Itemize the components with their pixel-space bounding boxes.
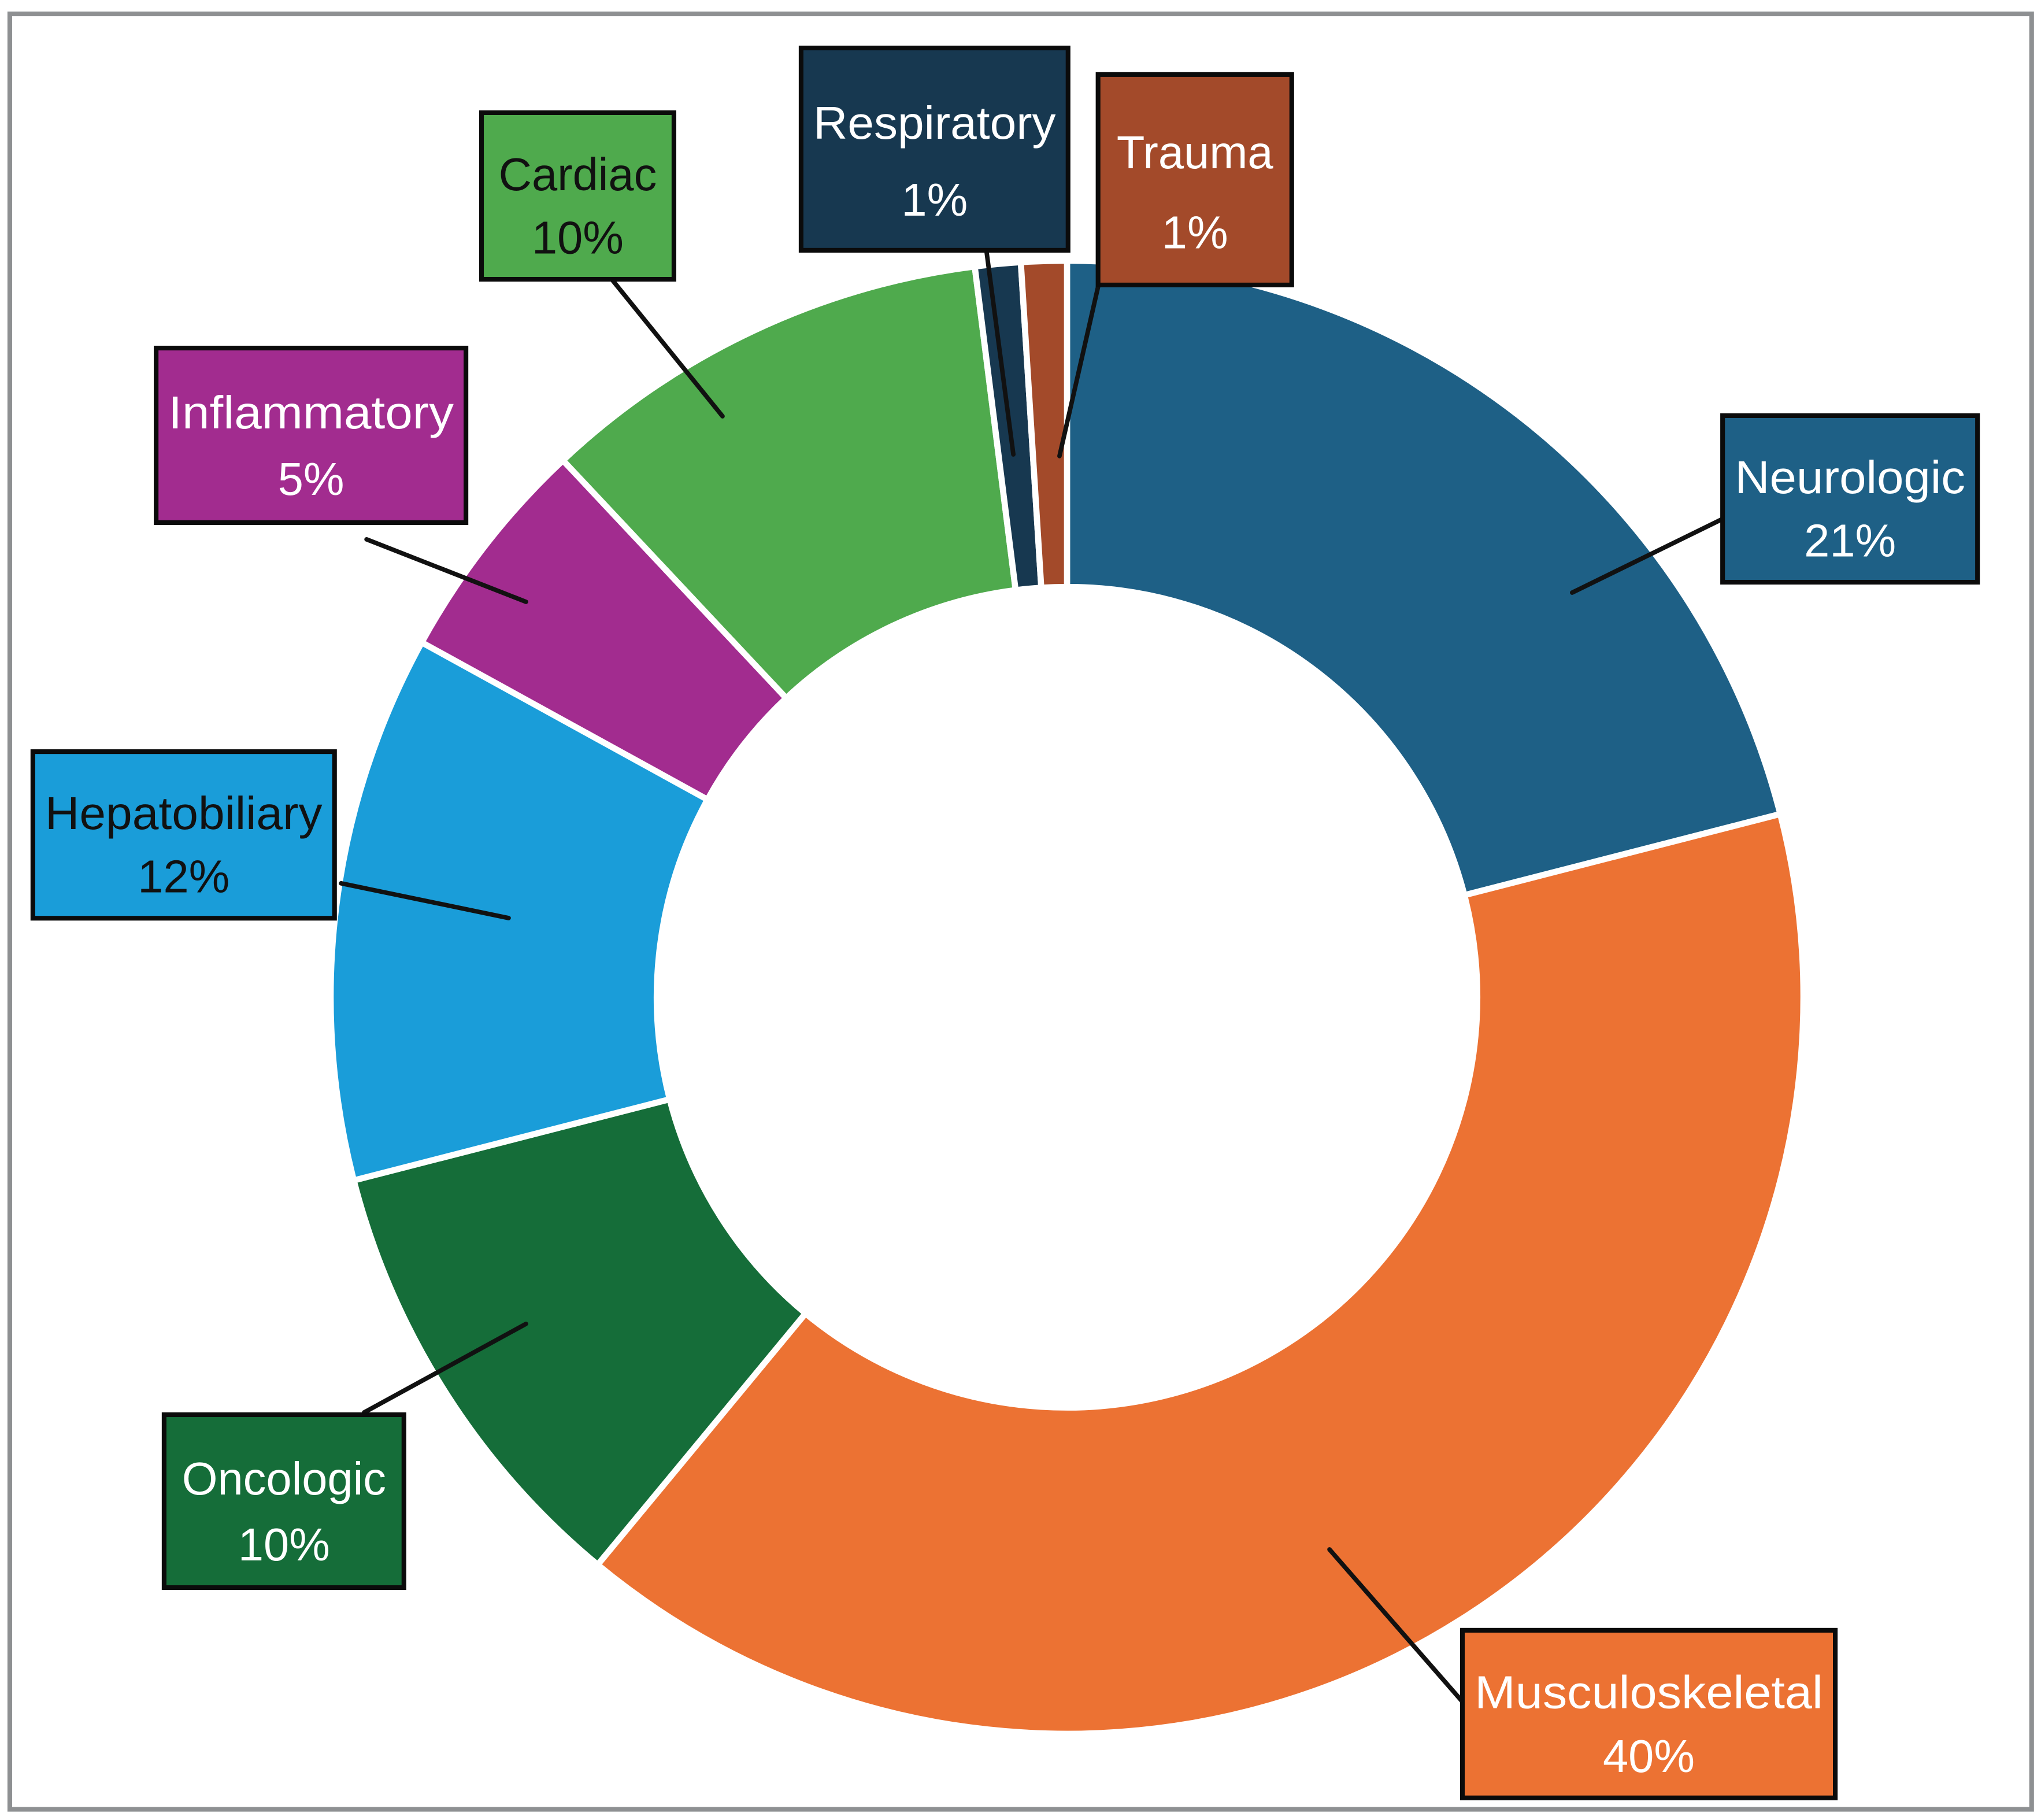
- callout-line-musculoskeletal: [1327, 1547, 1468, 1708]
- category-label-oncologic: Oncologic 10%: [161, 1412, 406, 1590]
- label-box: [154, 345, 469, 525]
- label-box: [1460, 1627, 1838, 1800]
- label-percent: 10%: [238, 1519, 330, 1570]
- category-label-neurologic: Neurologic 21%: [1720, 413, 1980, 585]
- slice-hepatobiliary: [327, 639, 711, 1184]
- label-box: [1095, 72, 1294, 287]
- callout-line-hepatobiliary: [339, 881, 511, 920]
- slice-oncologic: [350, 1096, 809, 1568]
- label-name: Neurologic: [1735, 452, 1965, 503]
- label-percent: 12%: [138, 851, 229, 902]
- callout-line-neurologic: [1570, 515, 1728, 595]
- label-name: Hepatobiliary: [45, 787, 323, 839]
- category-label-trauma: Trauma 1%: [1095, 72, 1294, 287]
- slice-trauma: [1017, 257, 1070, 591]
- category-label-respiratory: Respiratory 1%: [798, 45, 1070, 253]
- slice-musculoskeletal: [594, 811, 1807, 1737]
- label-percent: 1%: [901, 174, 968, 225]
- label-name: Cardiac: [499, 149, 657, 200]
- label-name: Inflammatory: [168, 387, 454, 438]
- label-name: Trauma: [1117, 127, 1274, 178]
- callout-lines: [339, 250, 1728, 1708]
- category-label-hepatobiliary: Hepatobiliary 12%: [30, 749, 337, 921]
- label-box: [798, 45, 1070, 253]
- label-box: [479, 110, 676, 282]
- callout-line-cardiac: [610, 278, 725, 419]
- slice-cardiac: [560, 263, 1019, 701]
- label-percent: 10%: [532, 212, 624, 264]
- label-percent: 21%: [1804, 515, 1896, 567]
- donut-slices: [327, 257, 1807, 1737]
- label-name: Musculoskeletal: [1475, 1667, 1823, 1718]
- category-label-musculoskeletal: Musculoskeletal 40%: [1460, 1627, 1838, 1800]
- category-label-inflammatory: Inflammatory 5%: [154, 345, 469, 525]
- callout-line-inflammatory: [364, 537, 528, 604]
- callout-line-oncologic: [362, 1321, 528, 1415]
- figure-frame: [7, 11, 2034, 1812]
- label-box: [161, 1412, 406, 1590]
- label-name: Respiratory: [813, 97, 1056, 149]
- label-percent: 5%: [278, 453, 345, 505]
- slice-neurologic: [1064, 257, 1784, 898]
- label-box: [30, 749, 337, 921]
- label-percent: 1%: [1162, 206, 1228, 258]
- callout-line-respiratory: [984, 250, 1016, 457]
- label-percent: 40%: [1603, 1730, 1695, 1782]
- callout-line-trauma: [1057, 284, 1101, 458]
- category-label-cardiac: Cardiac 10%: [479, 110, 676, 282]
- label-box: [1720, 413, 1980, 585]
- label-name: Oncologic: [182, 1453, 386, 1504]
